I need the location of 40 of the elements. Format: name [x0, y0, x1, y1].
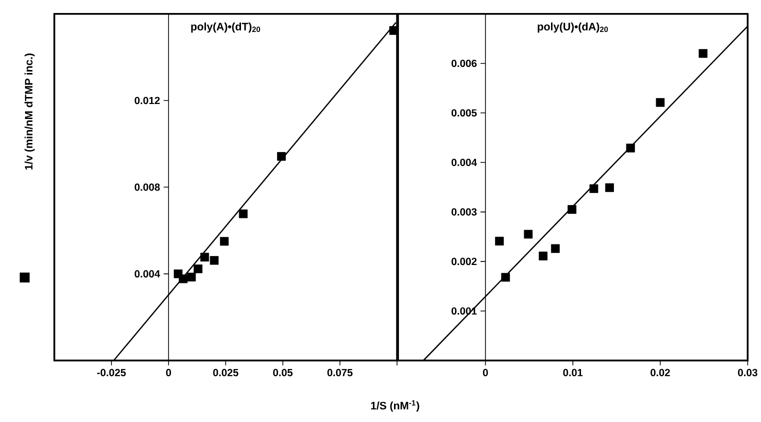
- text: poly(A)•(dT)$_{20}$: [191, 22, 260, 33]
- y-tick-label: 0.004: [452, 158, 477, 166]
- point: [194, 264, 202, 274]
- x-tick-label: 0: [166, 369, 172, 376]
- y-tick-label: 0.003: [452, 208, 477, 216]
- y-axis-title: 1/v (min/nM dTMP inc.): [24, 54, 35, 170]
- x-tick-label: 0.05: [273, 369, 293, 376]
- point: [605, 183, 614, 192]
- x-axis-title: 1/S (nM$^{-1}$): [371, 400, 420, 412]
- y-tick-label: 0.004: [134, 270, 160, 278]
- point: [626, 144, 635, 153]
- x-tick-label: 0.01: [563, 369, 583, 376]
- point: [524, 230, 533, 239]
- point: [589, 184, 598, 194]
- point: [200, 252, 210, 262]
- point: [277, 152, 286, 161]
- point: [656, 98, 665, 107]
- x-tick-label: 0.03: [738, 369, 758, 376]
- point: [495, 236, 504, 246]
- x-tick-label: 0: [482, 369, 488, 376]
- y-tick-label: 0.006: [452, 60, 477, 68]
- point: [551, 244, 560, 254]
- point: [501, 273, 510, 282]
- x-tick-label: 0.075: [327, 369, 353, 376]
- point: [238, 210, 248, 218]
- x-tick-label: 0.025: [213, 369, 238, 376]
- y-tick-label: 0.012: [134, 96, 160, 104]
- point: [568, 205, 576, 214]
- text: poly(U)•(dA)$_{20}$: [538, 22, 608, 33]
- point: [698, 49, 708, 58]
- x-tick-label: -0.025: [97, 369, 126, 376]
- y-tick-label: 0.002: [452, 258, 477, 266]
- point: [210, 256, 219, 265]
- point: [187, 272, 196, 282]
- y-tick-label: 0.008: [134, 184, 160, 191]
- y-tick-label: 0.005: [452, 109, 477, 117]
- x-tick-label: 0.02: [650, 369, 670, 376]
- point: [538, 252, 548, 260]
- point: [220, 237, 229, 246]
- point: [178, 274, 188, 284]
